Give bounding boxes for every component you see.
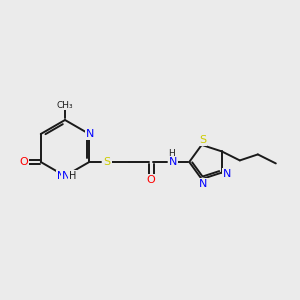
Text: H: H xyxy=(69,171,76,181)
Text: N: N xyxy=(199,179,207,189)
Text: N: N xyxy=(62,171,70,181)
Text: S: S xyxy=(199,135,206,145)
Text: CH₃: CH₃ xyxy=(57,100,73,109)
Text: O: O xyxy=(147,175,156,185)
Text: S: S xyxy=(104,157,111,167)
Text: O: O xyxy=(20,157,28,167)
Text: H: H xyxy=(168,149,175,158)
Text: N: N xyxy=(223,169,231,178)
Text: N: N xyxy=(86,129,94,139)
Text: N: N xyxy=(169,157,177,167)
Text: NH: NH xyxy=(57,171,73,181)
